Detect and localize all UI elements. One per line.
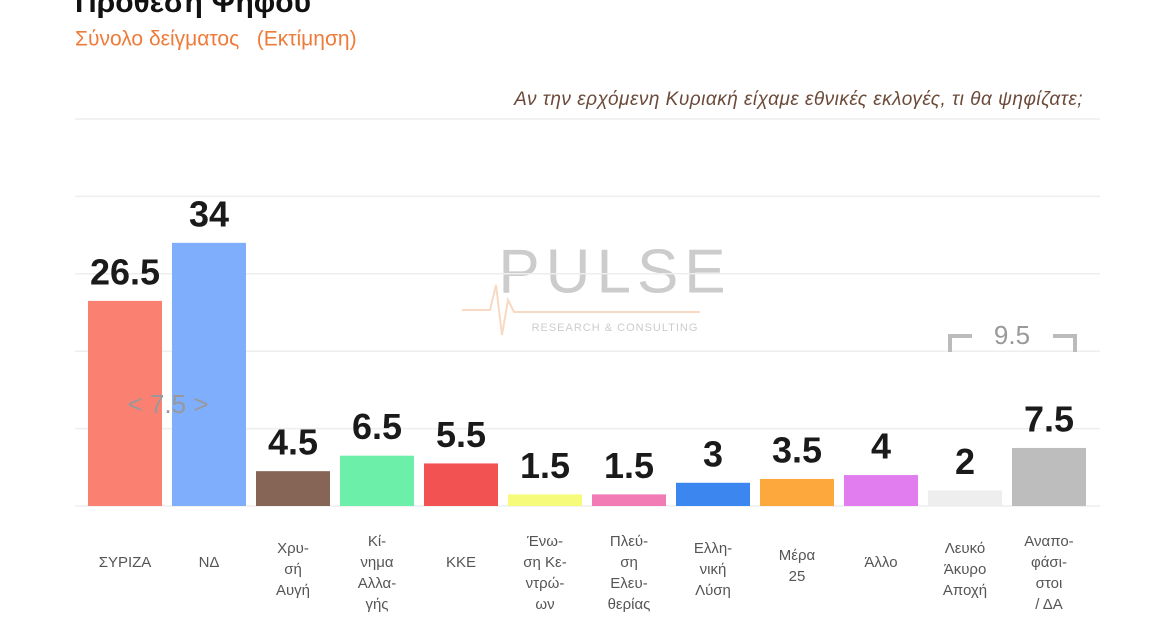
x-tick-label: ΝΔ xyxy=(199,554,220,571)
x-tick-label: Ελλη- xyxy=(694,540,732,557)
value-label: 7.5 xyxy=(1024,398,1074,439)
x-tick-label: Αναπο- xyxy=(1024,533,1073,550)
value-label: 2 xyxy=(955,441,975,482)
x-tick-label: θερίας xyxy=(608,596,651,613)
bar xyxy=(844,475,918,506)
x-tick-label: στοι xyxy=(1036,575,1063,592)
x-tick-label: 25 xyxy=(789,568,806,585)
x-tick-label: ση xyxy=(620,554,638,571)
x-tick-label: Αλλα- xyxy=(358,575,396,592)
value-label: 34 xyxy=(189,193,229,234)
bar xyxy=(256,471,330,506)
x-tick-label: ντρώ- xyxy=(526,575,565,592)
value-label: 5.5 xyxy=(436,414,486,455)
annotation: < 7.5 > xyxy=(128,389,209,419)
chart-title: Πρόθεση Ψήφου xyxy=(75,0,311,19)
x-tick-label: Ένω- xyxy=(526,533,563,550)
x-tick-label: / ΔΑ xyxy=(1035,596,1063,613)
x-tick-label: Ελευ- xyxy=(610,575,647,592)
x-tick-label: νική xyxy=(700,561,727,578)
watermark-line xyxy=(462,284,700,336)
bar xyxy=(1012,447,1086,506)
value-label: 6.5 xyxy=(352,406,402,447)
value-label: 4.5 xyxy=(268,422,318,463)
value-label: 1.5 xyxy=(520,445,570,486)
x-tick-label: Κί- xyxy=(368,533,386,550)
bar xyxy=(760,478,834,506)
bar xyxy=(592,494,666,506)
annotation: 9.5 xyxy=(994,320,1030,350)
x-tick-label: Άκυρο xyxy=(944,561,987,578)
bracket xyxy=(948,334,1077,352)
x-tick-label: Λευκό xyxy=(945,540,986,557)
x-tick-label: Αυγή xyxy=(276,582,310,599)
bar xyxy=(172,242,246,506)
x-tick-label: φάσι- xyxy=(1031,554,1067,571)
x-tick-label: Μέρα xyxy=(779,547,816,564)
x-tick-label: νημα xyxy=(360,554,393,571)
value-label: 1.5 xyxy=(604,445,654,486)
chart-subtitle: Σύνολο δείγματος (Εκτίμηση) xyxy=(75,28,357,51)
bar xyxy=(508,494,582,506)
watermark: PULSE xyxy=(498,237,731,306)
watermark-sub: RESEARCH & CONSULTING xyxy=(532,322,699,334)
x-tick-label: Χρυ- xyxy=(277,540,309,557)
x-tick-label: σή xyxy=(284,561,302,578)
value-label: 26.5 xyxy=(90,251,160,292)
x-tick-label: Λύση xyxy=(695,582,731,599)
x-tick-label: γής xyxy=(365,596,388,613)
x-tick-label: ση Κε- xyxy=(523,554,566,571)
value-label: 3 xyxy=(703,433,723,474)
x-tick-label: ων xyxy=(535,596,554,613)
bar xyxy=(928,490,1002,506)
x-tick-label: ΣΥΡΙΖΑ xyxy=(99,554,152,571)
bars: ΣΥΡΙΖΑ26.5ΝΔ34Χρυ-σήΑυγή4.5Κί-νημαΑλλα-γ… xyxy=(75,118,1100,613)
x-tick-label: Άλλο xyxy=(864,554,897,571)
x-tick-label: Αποχή xyxy=(943,582,987,599)
question: Αν την ερχόμενη Κυριακή είχαμε εθνικές ε… xyxy=(513,89,1083,110)
bar xyxy=(676,482,750,506)
x-tick-label: Πλεύ- xyxy=(610,533,648,550)
value-label: 3.5 xyxy=(772,429,822,470)
bar xyxy=(424,463,498,506)
bar xyxy=(340,455,414,506)
bar xyxy=(88,300,162,506)
value-label: 4 xyxy=(871,426,891,467)
x-tick-label: ΚΚΕ xyxy=(446,554,476,571)
